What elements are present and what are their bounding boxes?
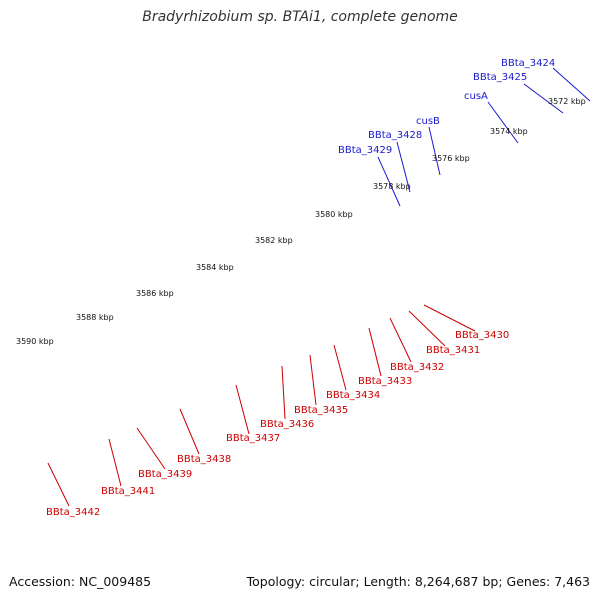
reverse-gene-label[interactable]: BBta_3439 xyxy=(138,469,192,480)
scale-label: 3586 kbp xyxy=(136,289,174,298)
scale-label: 3580 kbp xyxy=(315,210,353,219)
forward-label-leader xyxy=(377,156,401,207)
forward-gene-label[interactable]: BBta_3425 xyxy=(473,72,527,83)
reverse-label-leader xyxy=(281,365,286,420)
forward-gene-label[interactable]: cusA xyxy=(464,91,488,102)
page-title: Bradyrhizobium sp. BTAi1, complete genom… xyxy=(142,9,458,25)
scale-label: 3576 kbp xyxy=(432,154,470,163)
scale-label: 3588 kbp xyxy=(76,313,114,322)
reverse-label-leader xyxy=(47,462,70,507)
forward-gene-label[interactable]: BBta_3429 xyxy=(338,145,392,156)
reverse-label-leader xyxy=(309,354,317,406)
forward-label-leader xyxy=(396,141,411,193)
label-leader-lines xyxy=(47,67,591,507)
reverse-gene-label[interactable]: BBta_3441 xyxy=(101,486,155,497)
scale-labels: 3572 kbp 3574 kbp 3576 kbp 3578 kbp 3580 kbp… xyxy=(16,97,586,346)
reverse-label-leader xyxy=(423,304,476,332)
accession-text: Accession: NC_009485 xyxy=(9,574,152,589)
reverse-gene-label[interactable]: BBta_3436 xyxy=(260,419,314,430)
genome-summary-text: Topology: circular; Length: 8,264,687 bp… xyxy=(246,574,590,589)
forward-label-leader xyxy=(487,101,519,144)
scale-label: 3584 kbp xyxy=(196,263,234,272)
reverse-gene-label[interactable]: BBta_3442 xyxy=(46,507,100,518)
forward-gene-label[interactable]: BBta_3424 xyxy=(501,58,555,69)
forward-label-leader xyxy=(552,67,591,102)
scale-label: 3590 kbp xyxy=(16,337,54,346)
reverse-label-leader xyxy=(235,384,250,435)
reverse-label-leader xyxy=(408,310,446,347)
reverse-gene-label[interactable]: BBta_3435 xyxy=(294,405,348,416)
reverse-gene-label[interactable]: BBta_3432 xyxy=(390,362,444,373)
forward-label-leader xyxy=(428,126,441,176)
forward-gene-label[interactable]: cusB xyxy=(416,116,440,127)
gene-labels: BBta_3424 BBta_3425 cusA cusB BBta_3428 BBta_… xyxy=(46,58,555,518)
reverse-label-leader xyxy=(368,327,382,377)
reverse-gene-label[interactable]: BBta_3433 xyxy=(358,376,412,387)
reverse-gene-label[interactable]: BBta_3430 xyxy=(455,330,509,341)
forward-label-leader xyxy=(523,83,564,114)
reverse-label-leader xyxy=(333,344,347,391)
forward-gene-label[interactable]: BBta_3428 xyxy=(368,130,422,141)
scale-label: 3574 kbp xyxy=(490,127,528,136)
reverse-gene-label[interactable]: BBta_3437 xyxy=(226,433,280,444)
reverse-gene-label[interactable]: BBta_3434 xyxy=(326,390,380,401)
scale-label: 3582 kbp xyxy=(255,236,293,245)
scale-label: 3578 kbp xyxy=(373,182,411,191)
scale-label: 3572 kbp xyxy=(548,97,586,106)
reverse-gene-label[interactable]: BBta_3438 xyxy=(177,454,231,465)
reverse-label-leader xyxy=(136,427,166,470)
reverse-label-leader xyxy=(389,317,412,363)
reverse-gene-label[interactable]: BBta_3431 xyxy=(426,345,480,356)
reverse-label-leader xyxy=(179,408,200,455)
reverse-label-leader xyxy=(108,438,122,487)
